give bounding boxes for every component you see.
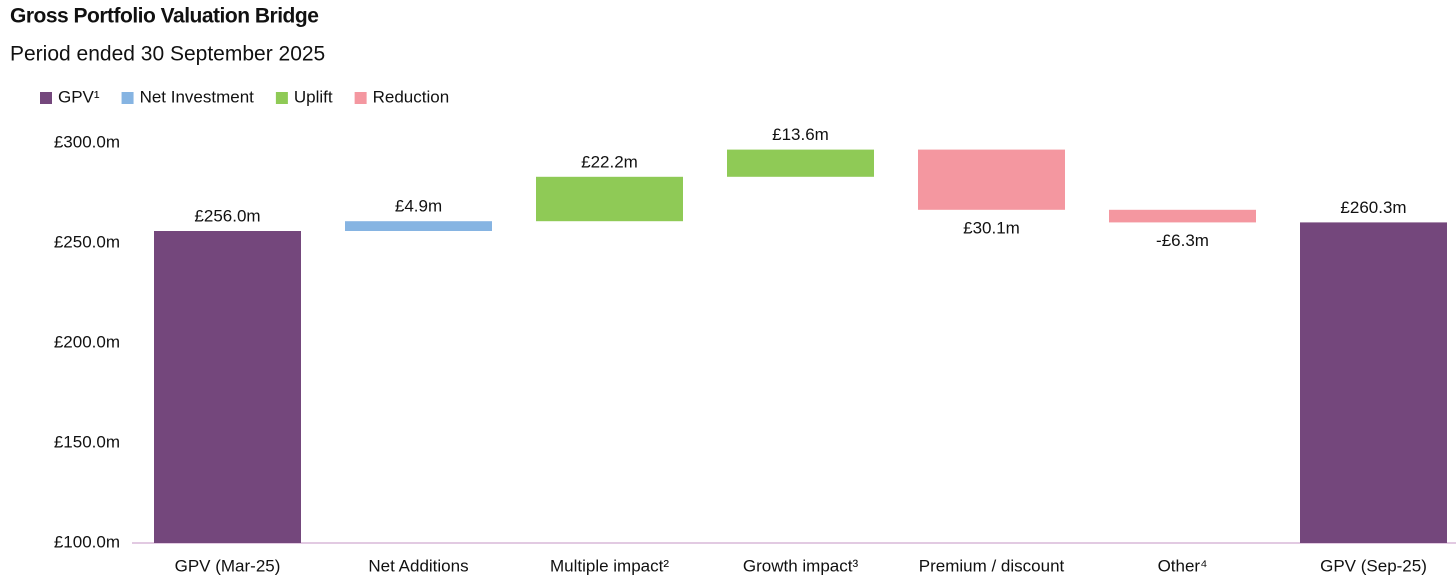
value-label: £30.1m bbox=[963, 218, 1020, 237]
legend-label: Net Investment bbox=[140, 87, 255, 106]
value-label: £4.9m bbox=[395, 197, 442, 216]
x-tick-label: Other⁴ bbox=[1158, 556, 1208, 575]
bar bbox=[727, 149, 874, 177]
legend-label: GPV¹ bbox=[58, 87, 100, 106]
x-tick-label: Premium / discount bbox=[919, 556, 1065, 575]
y-tick-label: £300.0m bbox=[54, 132, 120, 151]
x-tick-label: Multiple impact² bbox=[550, 556, 669, 575]
x-tick-label: GPV (Sep-25) bbox=[1320, 556, 1427, 575]
value-label: £22.2m bbox=[581, 152, 638, 171]
y-tick-label: £150.0m bbox=[54, 432, 120, 451]
value-label: -£6.3m bbox=[1156, 231, 1209, 250]
bar bbox=[345, 221, 492, 231]
legend-marker bbox=[121, 92, 134, 104]
value-label: £260.3m bbox=[1340, 198, 1406, 217]
x-tick-label: Net Additions bbox=[368, 556, 468, 575]
value-label: £256.0m bbox=[194, 206, 260, 225]
x-tick-label: GPV (Mar-25) bbox=[175, 556, 281, 575]
legend-marker bbox=[275, 92, 288, 104]
chart-title: Gross Portfolio Valuation Bridge bbox=[10, 5, 318, 28]
legend-label: Reduction bbox=[373, 87, 450, 106]
legend-marker bbox=[40, 92, 52, 104]
bar bbox=[918, 149, 1065, 210]
chart-subtitle: Period ended 30 September 2025 bbox=[10, 43, 325, 66]
x-tick-label: Growth impact³ bbox=[743, 556, 859, 575]
legend-label: Uplift bbox=[294, 87, 333, 106]
bar bbox=[154, 231, 301, 543]
bar bbox=[1109, 209, 1256, 223]
y-tick-label: £200.0m bbox=[54, 332, 120, 351]
legend-marker bbox=[354, 92, 367, 104]
y-tick-label: £100.0m bbox=[54, 532, 120, 551]
value-label: £13.6m bbox=[772, 125, 829, 144]
bar bbox=[1300, 222, 1447, 543]
bar bbox=[536, 176, 683, 222]
y-tick-label: £250.0m bbox=[54, 232, 120, 251]
